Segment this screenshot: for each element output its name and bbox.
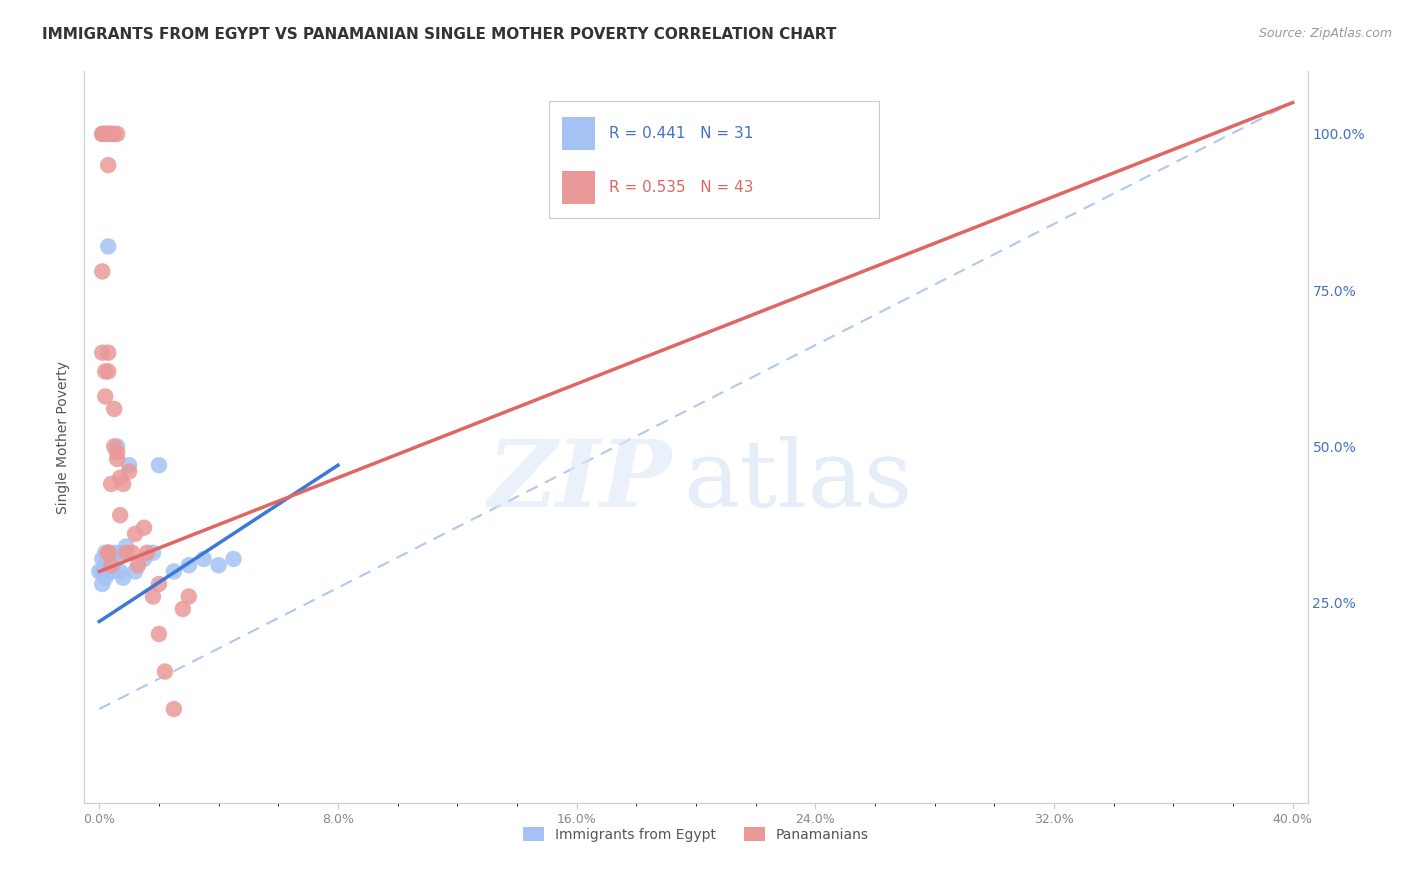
Point (142, 590, 165, 604)
Point (112, 477, 135, 491)
Point (105, 440, 128, 454)
Point (127, 558, 149, 573)
Point (100, 477, 122, 491)
Point (91, 264, 114, 278)
Point (97, 239, 120, 253)
Point (118, 465, 141, 479)
Point (103, 440, 125, 454)
Point (136, 546, 159, 560)
Point (103, 546, 125, 560)
Text: IMMIGRANTS FROM EGYPT VS PANAMANIAN SINGLE MOTHER POVERTY CORRELATION CHART: IMMIGRANTS FROM EGYPT VS PANAMANIAN SING… (42, 27, 837, 42)
Point (132, 521, 155, 535)
Point (91, 552, 114, 566)
Point (100, 565, 122, 579)
Point (91, 577, 114, 591)
Point (112, 571, 135, 585)
Text: atlas: atlas (683, 436, 912, 526)
Point (97, 558, 120, 573)
Point (108, 471, 131, 485)
Point (94, 546, 117, 560)
Point (94, 389, 117, 403)
Point (124, 565, 146, 579)
Point (94, 127, 117, 141)
Point (108, 546, 131, 560)
Point (94, 364, 117, 378)
Point (115, 546, 138, 560)
Point (163, 565, 186, 579)
Point (97, 158, 120, 172)
Point (115, 540, 138, 554)
Point (105, 127, 128, 141)
Point (177, 590, 200, 604)
Point (103, 558, 125, 573)
Point (172, 602, 194, 616)
Point (100, 127, 122, 141)
Point (94, 571, 117, 585)
Point (148, 577, 170, 591)
Point (89, 565, 111, 579)
Point (97, 546, 120, 560)
Legend: Immigrants from Egypt, Panamanians: Immigrants from Egypt, Panamanians (517, 822, 875, 847)
Point (100, 558, 122, 573)
Point (97, 552, 120, 566)
Point (97, 565, 120, 579)
Point (94, 558, 117, 573)
Y-axis label: Single Mother Poverty: Single Mother Poverty (56, 360, 70, 514)
Point (132, 552, 155, 566)
Point (222, 552, 245, 566)
Point (97, 127, 120, 141)
Point (103, 127, 125, 141)
Point (163, 702, 186, 716)
Point (91, 127, 114, 141)
Point (207, 558, 229, 573)
Point (97, 127, 120, 141)
Point (193, 552, 215, 566)
Point (97, 345, 120, 359)
Point (118, 458, 141, 473)
Text: Source: ZipAtlas.com: Source: ZipAtlas.com (1258, 27, 1392, 40)
Point (91, 565, 114, 579)
Point (142, 546, 165, 560)
Point (97, 546, 120, 560)
Point (100, 127, 122, 141)
Point (105, 452, 128, 467)
Point (153, 665, 176, 679)
Point (177, 558, 200, 573)
Point (124, 527, 146, 541)
Point (97, 546, 120, 560)
Point (105, 446, 128, 460)
Point (97, 364, 120, 378)
Point (148, 458, 170, 473)
Point (108, 508, 131, 523)
Point (804, 127, 827, 141)
Point (108, 565, 131, 579)
Point (91, 345, 114, 359)
Point (148, 627, 170, 641)
Point (103, 401, 125, 416)
Point (121, 546, 143, 560)
Text: ZIP: ZIP (488, 436, 672, 526)
Point (91, 127, 114, 141)
Point (94, 127, 117, 141)
Point (100, 552, 122, 566)
